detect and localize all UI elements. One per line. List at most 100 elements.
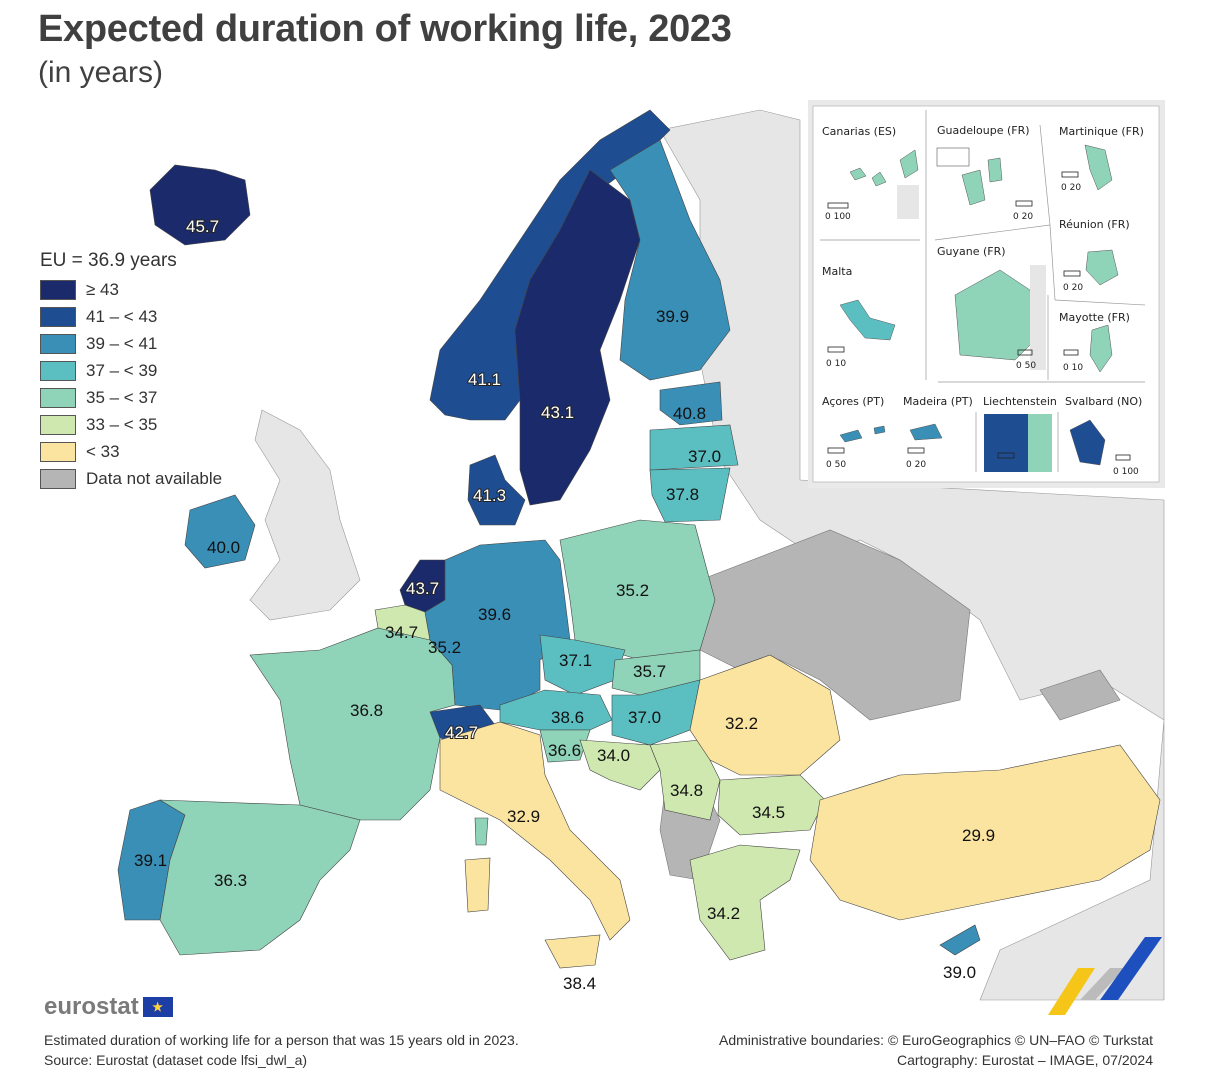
legend-swatch xyxy=(40,333,76,354)
slovenia xyxy=(539,729,591,763)
value-france: 36.8 xyxy=(350,701,383,720)
inset-panel: Canarias (ES) Guadeloupe (FR) Martinique… xyxy=(808,100,1165,488)
value-luxembourg: 35.2 xyxy=(428,638,461,657)
value-latvia: 37.0 xyxy=(688,447,721,466)
bulgaria xyxy=(717,774,826,836)
scale-canarias: 0 100 xyxy=(825,212,851,222)
moldova-grey xyxy=(1039,669,1121,721)
finland xyxy=(609,139,731,381)
value-lithuania: 37.8 xyxy=(666,485,699,504)
ireland xyxy=(184,494,256,569)
estonia xyxy=(659,381,723,426)
page-subtitle: (in years) xyxy=(38,56,164,89)
inset-reunion: Réunion (FR) xyxy=(1059,218,1130,231)
value-serbia: 34.8 xyxy=(670,781,703,800)
scale-acores: 0 50 xyxy=(826,460,846,470)
value-norway: 41.1 xyxy=(468,370,501,389)
denmark xyxy=(467,454,526,526)
lithuania xyxy=(649,467,731,523)
value-slovenia: 36.6 xyxy=(548,741,581,760)
value-spain: 36.3 xyxy=(214,871,247,890)
scale-madeira: 0 20 xyxy=(906,460,926,470)
value-ireland: 40.0 xyxy=(207,538,240,557)
footer-notes: Estimated duration of working life for a… xyxy=(44,1030,519,1070)
scale-guyane: 0 50 xyxy=(1016,361,1036,371)
value-germany: 39.6 xyxy=(478,605,511,624)
legend-label: 33 – < 35 xyxy=(86,414,158,434)
image-logo-icon xyxy=(1048,937,1162,1015)
latvia xyxy=(649,424,739,471)
scale-martinique: 0 20 xyxy=(1061,183,1081,193)
footer-source: Source: Eurostat (dataset code lfsi_dwl_… xyxy=(44,1052,308,1068)
legend-item: ≥ 43 xyxy=(40,276,222,303)
eu-flag-icon: ★ xyxy=(142,997,173,1017)
value-poland: 35.2 xyxy=(616,581,649,600)
legend-swatch xyxy=(40,414,76,435)
value-denmark: 41.3 xyxy=(473,486,506,505)
legend-label: < 33 xyxy=(86,441,120,461)
inset-guyane: Guyane (FR) xyxy=(937,245,1006,258)
value-netherlands: 43.7 xyxy=(406,579,439,598)
value-malta: 38.4 xyxy=(563,974,596,993)
legend-item: 37 – < 39 xyxy=(40,357,222,384)
turkey xyxy=(809,744,1161,921)
legend-item: 41 – < 43 xyxy=(40,303,222,330)
value-czechia: 37.1 xyxy=(559,651,592,670)
legend-item: < 33 xyxy=(40,438,222,465)
inset-liechtenstein: Liechtenstein xyxy=(983,395,1057,408)
page-title: Expected duration of working life, 2023 xyxy=(38,8,732,50)
footer-credits: Administrative boundaries: © EuroGeograp… xyxy=(719,1030,1153,1070)
scale-mayotte: 0 10 xyxy=(1063,363,1083,373)
belarus-ukraine xyxy=(699,529,971,721)
value-austria: 38.6 xyxy=(551,708,584,727)
austria xyxy=(499,689,613,731)
value-slovakia: 35.7 xyxy=(633,662,666,681)
value-bulgaria: 34.5 xyxy=(752,803,785,822)
legend-swatch xyxy=(40,279,76,300)
legend-item: Data not available xyxy=(40,465,222,492)
value-belgium: 34.7 xyxy=(385,623,418,642)
iceland xyxy=(149,164,251,246)
scale-guadeloupe: 0 20 xyxy=(1013,212,1033,222)
scale-svalbard: 0 100 xyxy=(1113,467,1139,477)
legend-swatch xyxy=(40,468,76,489)
inset-acores: Açores (PT) xyxy=(822,395,884,408)
legend-swatch xyxy=(40,306,76,327)
value-romania: 32.2 xyxy=(725,714,758,733)
inset-canarias: Canarias (ES) xyxy=(822,125,896,138)
inset-svalbard: Svalbard (NO) xyxy=(1065,395,1142,408)
value-estonia: 40.8 xyxy=(673,404,706,423)
legend-label: 39 – < 41 xyxy=(86,333,158,353)
legend-item: 33 – < 35 xyxy=(40,411,222,438)
value-iceland: 45.7 xyxy=(186,217,219,236)
footer-note: Estimated duration of working life for a… xyxy=(44,1032,519,1048)
value-turkey: 29.9 xyxy=(962,826,995,845)
inset-martinique: Martinique (FR) xyxy=(1059,125,1144,138)
legend-label: Data not available xyxy=(86,468,223,488)
legend-item: 35 – < 37 xyxy=(40,384,222,411)
uk xyxy=(249,409,361,621)
italy xyxy=(439,721,631,941)
legend-label: 41 – < 43 xyxy=(86,306,158,326)
sardinia xyxy=(464,857,491,913)
spain xyxy=(159,799,361,956)
sicily xyxy=(544,934,601,969)
eurostat-logo: eurostat ★ xyxy=(44,993,173,1021)
greece xyxy=(689,844,801,961)
inset-guadeloupe: Guadeloupe (FR) xyxy=(937,124,1030,137)
value-greece: 34.2 xyxy=(707,904,740,923)
logo-text: eurostat xyxy=(44,993,139,1020)
legend-item: 39 – < 41 xyxy=(40,330,222,357)
scale-reunion: 0 20 xyxy=(1063,283,1083,293)
inset-malta: Malta xyxy=(822,265,852,278)
value-cyprus: 39.0 xyxy=(943,963,976,982)
legend-label: ≥ 43 xyxy=(86,279,119,299)
cyprus xyxy=(939,924,981,956)
corsica xyxy=(474,817,489,846)
legend-label: 37 – < 39 xyxy=(86,360,158,380)
legend-swatch xyxy=(40,360,76,381)
footer-boundaries: Administrative boundaries: © EuroGeograp… xyxy=(718,1032,1153,1048)
value-croatia: 34.0 xyxy=(597,746,630,765)
value-finland: 39.9 xyxy=(656,307,689,326)
